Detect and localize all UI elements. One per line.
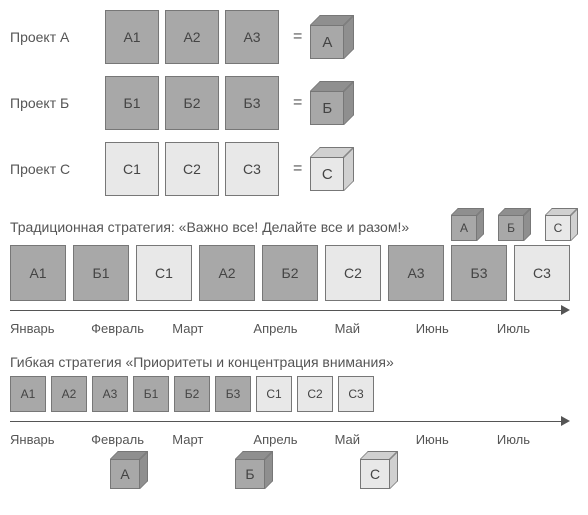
months-row: ЯнварьФевральМартАпрельМайИюньИюль bbox=[10, 321, 578, 336]
timeline-task-box: А2 bbox=[199, 245, 255, 301]
result-cube: А bbox=[451, 208, 484, 241]
timeline-task-box: С1 bbox=[256, 376, 292, 412]
timeline-task-box: Б2 bbox=[174, 376, 210, 412]
timeline-task-box: А2 bbox=[51, 376, 87, 412]
traditional-caption: Традиционная стратегия: «Важно все! Дела… bbox=[10, 219, 409, 235]
month-label: Март bbox=[172, 321, 253, 336]
month-label: Апрель bbox=[253, 321, 334, 336]
equals-sign: = bbox=[293, 94, 302, 112]
result-cube: С bbox=[545, 208, 578, 241]
month-label: Июнь bbox=[416, 321, 497, 336]
traditional-cubes: АБС bbox=[451, 208, 578, 241]
project-task-box: Б3 bbox=[225, 76, 279, 130]
timeline-arrow bbox=[10, 303, 570, 319]
project-row: Проект АА1А2А3 = А bbox=[10, 10, 578, 64]
project-task-box: С3 bbox=[225, 142, 279, 196]
timeline-task-box: Б3 bbox=[451, 245, 507, 301]
traditional-timeline: А1Б1С1А2Б2С2А3Б3С3 bbox=[10, 245, 578, 301]
result-cube: А bbox=[110, 451, 148, 489]
agile-timeline: А1А2А3Б1Б2Б3С1С2С3 bbox=[10, 376, 578, 412]
project-label: Проект Б bbox=[10, 95, 105, 111]
project-cube: Б bbox=[310, 81, 354, 125]
project-task-box: Б2 bbox=[165, 76, 219, 130]
timeline-task-box: Б1 bbox=[73, 245, 129, 301]
project-task-box: А2 bbox=[165, 10, 219, 64]
month-label: Июль bbox=[497, 432, 578, 447]
month-label: Февраль bbox=[91, 432, 172, 447]
project-cube: А bbox=[310, 15, 354, 59]
month-label: Май bbox=[335, 432, 416, 447]
project-task-box: С1 bbox=[105, 142, 159, 196]
result-cube: С bbox=[360, 451, 398, 489]
timeline-task-box: С2 bbox=[325, 245, 381, 301]
project-task-box: А3 bbox=[225, 10, 279, 64]
timeline-task-box: А3 bbox=[388, 245, 444, 301]
month-label: Январь bbox=[10, 432, 91, 447]
project-cube: С bbox=[310, 147, 354, 191]
project-row: Проект ББ1Б2Б3 = Б bbox=[10, 76, 578, 130]
project-label: Проект С bbox=[10, 161, 105, 177]
timeline-task-box: Б3 bbox=[215, 376, 251, 412]
equals-sign: = bbox=[293, 160, 302, 178]
project-row: Проект СС1С2С3 = С bbox=[10, 142, 578, 196]
month-label: Июнь bbox=[416, 432, 497, 447]
timeline-task-box: Б1 bbox=[133, 376, 169, 412]
month-label: Май bbox=[335, 321, 416, 336]
timeline-task-box: С2 bbox=[297, 376, 333, 412]
project-task-box: Б1 bbox=[105, 76, 159, 130]
month-label: Февраль bbox=[91, 321, 172, 336]
timeline-task-box: С3 bbox=[514, 245, 570, 301]
equals-sign: = bbox=[293, 28, 302, 46]
timeline-task-box: Б2 bbox=[262, 245, 318, 301]
project-label: Проект А bbox=[10, 29, 105, 45]
month-label: Июль bbox=[497, 321, 578, 336]
month-label: Апрель bbox=[253, 432, 334, 447]
timeline-task-box: А1 bbox=[10, 376, 46, 412]
months-row: ЯнварьФевральМартАпрельМайИюньИюль bbox=[10, 432, 578, 447]
agile-caption: Гибкая стратегия «Приоритеты и концентра… bbox=[10, 354, 578, 370]
timeline-task-box: С3 bbox=[338, 376, 374, 412]
month-label: Март bbox=[172, 432, 253, 447]
timeline-task-box: А1 bbox=[10, 245, 66, 301]
traditional-title-row: Традиционная стратегия: «Важно все! Дела… bbox=[10, 208, 578, 241]
project-task-box: А1 bbox=[105, 10, 159, 64]
agile-result-cubes: АБС bbox=[10, 451, 578, 495]
result-cube: Б bbox=[235, 451, 273, 489]
timeline-arrow bbox=[10, 414, 570, 430]
timeline-task-box: А3 bbox=[92, 376, 128, 412]
result-cube: Б bbox=[498, 208, 531, 241]
month-label: Январь bbox=[10, 321, 91, 336]
timeline-task-box: С1 bbox=[136, 245, 192, 301]
project-task-box: С2 bbox=[165, 142, 219, 196]
